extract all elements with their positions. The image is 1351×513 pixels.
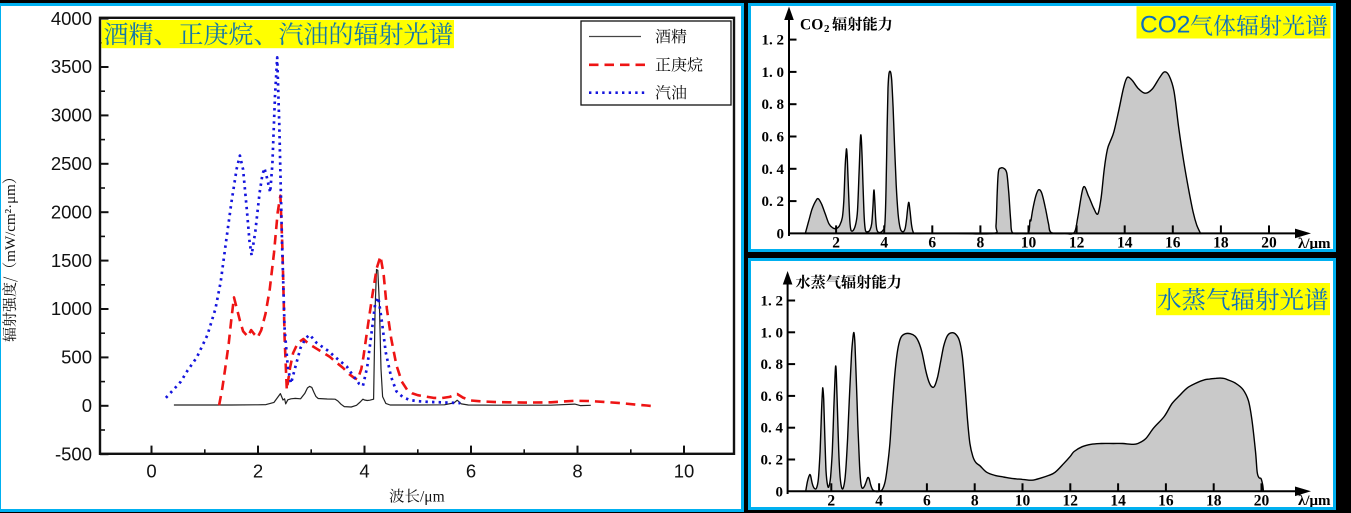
svg-text:0. 4: 0. 4 <box>761 421 784 437</box>
svg-text:14: 14 <box>1110 493 1126 508</box>
svg-text:6: 6 <box>466 461 476 482</box>
svg-text:2000: 2000 <box>51 201 92 222</box>
svg-text:3500: 3500 <box>51 56 92 77</box>
svg-text:2: 2 <box>827 493 835 508</box>
svg-text:20: 20 <box>1261 235 1277 250</box>
svg-text:λ/μm: λ/μm <box>1298 493 1331 507</box>
svg-text:0. 8: 0. 8 <box>762 97 785 113</box>
svg-text:0. 2: 0. 2 <box>761 453 784 469</box>
svg-text:18: 18 <box>1206 493 1222 508</box>
svg-text:2: 2 <box>253 461 263 482</box>
svg-text:0: 0 <box>776 484 784 500</box>
svg-text:0. 6: 0. 6 <box>762 130 785 146</box>
svg-text:1000: 1000 <box>51 298 92 319</box>
svg-text:0. 2: 0. 2 <box>762 194 785 210</box>
svg-text:16: 16 <box>1158 493 1174 508</box>
svg-text:14: 14 <box>1117 235 1133 250</box>
svg-text:6: 6 <box>923 493 931 508</box>
svg-text:16: 16 <box>1165 235 1181 250</box>
svg-text:2: 2 <box>832 235 840 250</box>
svg-text:mW/cm²·μm: mW/cm²·μm <box>3 184 19 262</box>
svg-text:4: 4 <box>880 235 888 250</box>
svg-text:1. 2: 1. 2 <box>761 294 784 310</box>
svg-text:3000: 3000 <box>51 105 92 126</box>
svg-text:0. 8: 0. 8 <box>761 357 784 373</box>
svg-text:10: 10 <box>1015 493 1031 508</box>
svg-text:8: 8 <box>572 461 582 482</box>
svg-text:0. 4: 0. 4 <box>762 162 785 178</box>
svg-text:1. 2: 1. 2 <box>762 33 785 49</box>
svg-text:8: 8 <box>971 493 979 508</box>
svg-text:CO: CO <box>800 17 823 34</box>
svg-text:4: 4 <box>875 493 883 508</box>
svg-text:500: 500 <box>61 347 92 368</box>
svg-text:10: 10 <box>674 461 695 482</box>
svg-text:0: 0 <box>146 461 156 482</box>
svg-text:18: 18 <box>1213 235 1229 250</box>
svg-text:12: 12 <box>1063 493 1079 508</box>
svg-text:4000: 4000 <box>51 8 92 29</box>
svg-text:1. 0: 1. 0 <box>761 325 784 341</box>
svg-text:4: 4 <box>359 461 369 482</box>
svg-text:2: 2 <box>824 23 830 35</box>
svg-text:12: 12 <box>1069 235 1085 250</box>
svg-text:/μm: /μm <box>420 489 445 506</box>
svg-text:2500: 2500 <box>51 153 92 174</box>
svg-text:6: 6 <box>928 235 936 250</box>
svg-text:10: 10 <box>1021 235 1037 250</box>
svg-text:0: 0 <box>82 395 92 416</box>
svg-text:-500: -500 <box>55 443 92 464</box>
svg-text:0. 6: 0. 6 <box>761 389 784 405</box>
svg-text:20: 20 <box>1254 493 1270 508</box>
svg-text:8: 8 <box>977 235 985 250</box>
svg-text:1500: 1500 <box>51 250 92 271</box>
svg-text:CO2: CO2 <box>1140 12 1190 39</box>
svg-text:λ/μm: λ/μm <box>1298 236 1331 249</box>
svg-text:1. 0: 1. 0 <box>762 65 785 81</box>
svg-text:0: 0 <box>777 226 785 242</box>
